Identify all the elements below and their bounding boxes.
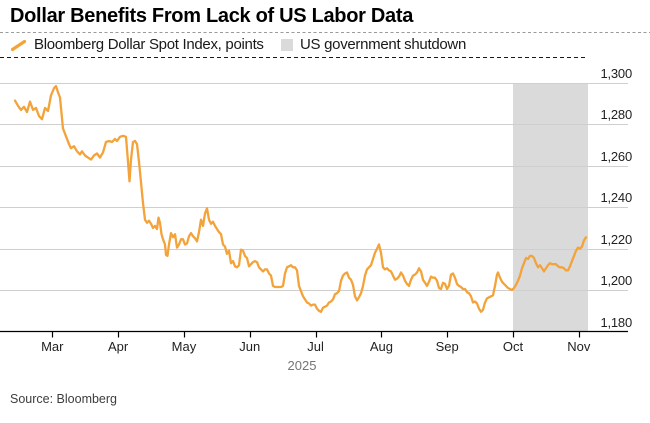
month-label: Aug: [369, 339, 393, 354]
month-label: Sep: [435, 339, 459, 354]
month-label: Nov: [567, 339, 591, 354]
y-axis-label: 1,200: [600, 273, 632, 289]
y-axis-label: 1,260: [600, 148, 632, 164]
orange-line-swatch-icon: [11, 39, 27, 51]
legend-item-index-line: Bloomberg Dollar Spot Index, points: [11, 36, 264, 53]
y-axis-label: 1,300: [600, 66, 632, 81]
month-label: Oct: [502, 339, 524, 354]
legend-item-shutdown: US government shutdown: [281, 36, 466, 53]
source-attribution: Source: Bloomberg: [10, 392, 118, 406]
x-axis-year-label: 2025: [287, 358, 317, 373]
dollar-index-line: [13, 84, 588, 313]
month-label: Jul: [307, 339, 324, 354]
gray-square-swatch-icon: [281, 38, 293, 51]
y-axis-label: 1,220: [600, 231, 632, 247]
legend-label-shutdown: US government shutdown: [300, 36, 466, 53]
month-label: May: [171, 339, 197, 354]
chart-title: Dollar Benefits From Lack of US Labor Da…: [10, 5, 414, 27]
legend-label-index: Bloomberg Dollar Spot Index, points: [34, 36, 264, 53]
month-label: Apr: [107, 339, 129, 354]
y-axis-label: 1,180: [600, 314, 632, 330]
y-axis-label: 1,240: [600, 190, 632, 206]
y-axis-label: 1,280: [600, 107, 632, 123]
month-label: Mar: [41, 339, 64, 354]
month-label: Jun: [239, 339, 261, 354]
